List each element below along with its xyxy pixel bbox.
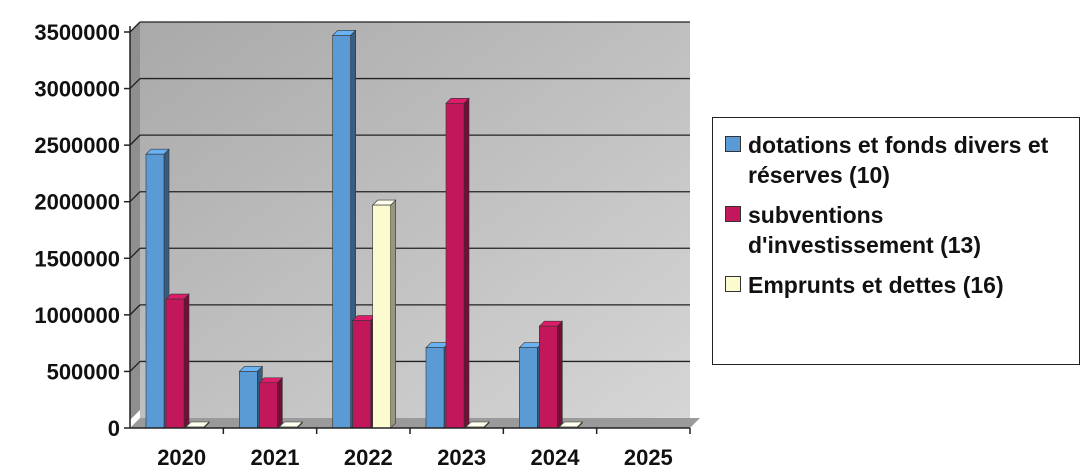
x-tick-label: 2021 <box>251 445 300 470</box>
y-tick-label: 2000000 <box>34 190 120 215</box>
grid-line-diag <box>129 360 141 372</box>
legend-swatch-dotations <box>725 136 741 152</box>
bar <box>538 320 564 429</box>
bar-front <box>425 347 445 429</box>
y-tick-label: 3000000 <box>34 77 120 102</box>
x-tick-label: 2024 <box>531 445 581 470</box>
y-tick-label: 0 <box>108 416 120 441</box>
plot-side-wall <box>130 22 140 420</box>
bar-front <box>239 371 258 429</box>
x-tick-label: 2020 <box>157 445 206 470</box>
bar <box>331 29 357 429</box>
x-tick-label: 2023 <box>437 445 486 470</box>
bar-front <box>539 325 558 429</box>
bar-side <box>183 293 190 429</box>
legend: dotations et fonds divers et réserves (1… <box>712 117 1080 365</box>
y-tick-label: 1500000 <box>34 246 120 271</box>
bar-side <box>557 320 563 429</box>
legend-item-emprunts: Emprunts et dettes (16) <box>725 270 1069 300</box>
legend-item-subventions: subventions d'investissement (13) <box>725 200 1069 260</box>
bar-side <box>463 97 470 429</box>
plot-floor <box>130 418 700 428</box>
bar <box>258 377 284 429</box>
grid-line-diag <box>129 247 141 259</box>
bar <box>371 199 397 429</box>
y-tick-label: 2500000 <box>34 133 120 158</box>
bar-front <box>165 298 185 429</box>
bar-front <box>352 320 371 429</box>
legend-label-subventions: subventions d'investissement (13) <box>748 202 981 258</box>
bar <box>145 148 170 429</box>
y-tick-label: 3500000 <box>34 20 120 45</box>
axes: 0 500000 1000000 1500000 2000000 2500000 30000… <box>34 20 691 470</box>
grid-line-diag <box>129 78 141 90</box>
plot-back-wall <box>140 22 690 418</box>
grid-line-diag <box>129 21 141 33</box>
bar <box>518 341 544 429</box>
legend-item-dotations: dotations et fonds divers et réserves (1… <box>725 130 1069 190</box>
bar <box>165 293 190 429</box>
y-tick-label: 500000 <box>47 359 120 384</box>
grid-line-diag <box>129 191 141 203</box>
x-tick-label: 2025 <box>624 445 673 470</box>
bar-side <box>390 199 396 429</box>
bar-side <box>277 377 283 429</box>
plot-area <box>130 22 700 428</box>
legend-swatch-subventions <box>725 206 741 222</box>
bar-front <box>445 102 465 429</box>
legend-label-dotations: dotations et fonds divers et réserves (1… <box>748 132 1049 188</box>
bar <box>351 314 377 429</box>
grid-line-diag <box>129 304 141 316</box>
legend-label-emprunts: Emprunts et dettes (16) <box>748 272 1004 298</box>
bar-front <box>145 153 165 429</box>
grid-lines <box>129 21 690 372</box>
bar <box>425 341 450 429</box>
x-tick-label: 2022 <box>344 445 393 470</box>
bar <box>445 97 470 429</box>
bar-front <box>372 204 391 429</box>
bar-front <box>332 35 351 429</box>
bar-front <box>259 382 278 429</box>
grid-line-diag <box>129 134 141 146</box>
legend-swatch-emprunts <box>725 276 741 292</box>
bar-front <box>519 347 538 429</box>
y-tick-label: 1000000 <box>34 303 120 328</box>
bar <box>238 365 264 429</box>
